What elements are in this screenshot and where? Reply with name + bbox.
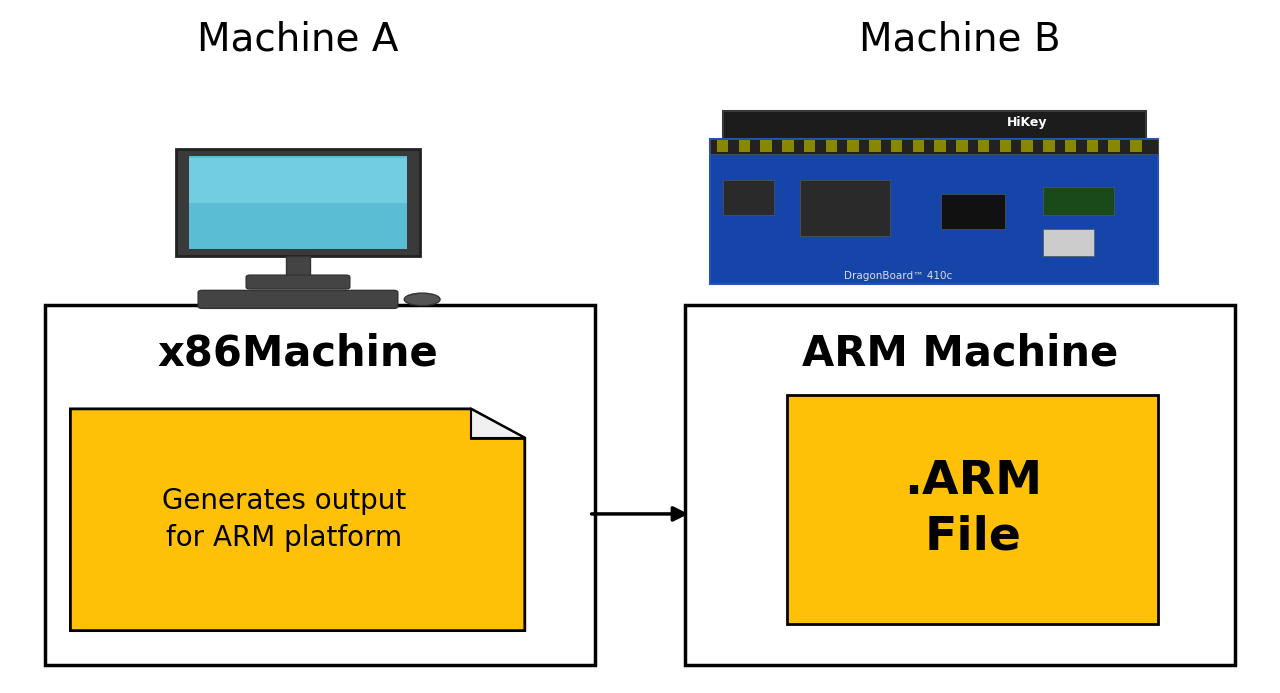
FancyBboxPatch shape [246,275,349,289]
Text: Machine A: Machine A [197,21,399,59]
FancyBboxPatch shape [978,140,989,152]
FancyBboxPatch shape [710,139,1158,154]
FancyBboxPatch shape [760,140,772,152]
FancyBboxPatch shape [1000,140,1011,152]
FancyBboxPatch shape [1043,229,1094,256]
FancyBboxPatch shape [189,157,407,202]
FancyBboxPatch shape [956,140,968,152]
Polygon shape [685,305,1235,665]
Text: HiKey: HiKey [1007,116,1047,130]
FancyBboxPatch shape [782,140,794,152]
FancyBboxPatch shape [189,156,407,249]
FancyBboxPatch shape [787,395,1158,624]
Ellipse shape [404,293,440,306]
Polygon shape [70,409,525,631]
FancyBboxPatch shape [1043,140,1055,152]
FancyBboxPatch shape [739,140,750,152]
Text: ARM Machine: ARM Machine [801,333,1119,375]
FancyBboxPatch shape [1108,140,1120,152]
FancyBboxPatch shape [869,140,881,152]
Text: Generates output
for ARM platform: Generates output for ARM platform [161,487,406,552]
Text: x86Machine: x86Machine [157,333,438,375]
FancyBboxPatch shape [177,149,420,256]
Text: Machine B: Machine B [859,21,1061,59]
FancyBboxPatch shape [891,140,902,152]
FancyBboxPatch shape [198,290,398,308]
FancyBboxPatch shape [1130,140,1142,152]
Text: DragonBoard™ 410c: DragonBoard™ 410c [845,271,952,281]
FancyBboxPatch shape [710,139,1158,284]
Text: .ARM
File: .ARM File [904,459,1042,560]
FancyBboxPatch shape [1043,187,1114,215]
FancyBboxPatch shape [941,194,1005,229]
FancyBboxPatch shape [913,140,924,152]
FancyBboxPatch shape [723,111,1146,249]
Polygon shape [45,305,595,665]
FancyBboxPatch shape [1087,140,1098,152]
FancyBboxPatch shape [723,180,774,215]
FancyBboxPatch shape [934,140,946,152]
FancyBboxPatch shape [1021,140,1033,152]
FancyBboxPatch shape [804,140,815,152]
FancyBboxPatch shape [1065,140,1076,152]
FancyBboxPatch shape [800,180,890,236]
FancyBboxPatch shape [287,256,310,277]
Polygon shape [471,409,525,438]
FancyBboxPatch shape [847,140,859,152]
FancyBboxPatch shape [826,140,837,152]
FancyBboxPatch shape [717,140,728,152]
